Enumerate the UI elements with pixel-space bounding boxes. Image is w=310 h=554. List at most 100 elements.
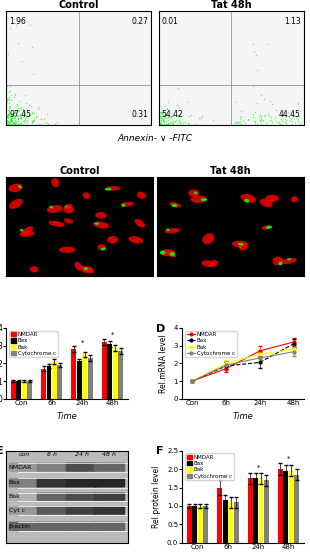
Point [251,48,256,57]
Point [7,95,12,104]
Point [6,120,11,129]
Point [24,113,29,122]
Point [158,116,163,125]
Bar [22,381,27,399]
Ellipse shape [165,228,180,233]
Point [4,111,9,120]
Ellipse shape [137,192,146,199]
Point [267,116,272,125]
Point [158,113,163,122]
Bar [278,469,283,543]
Point [17,119,22,128]
Point [10,118,15,127]
Bar [289,471,294,543]
Ellipse shape [241,194,256,203]
Point [269,112,274,121]
Text: B: B [6,177,15,187]
Bar [264,480,269,543]
FancyBboxPatch shape [9,522,40,531]
Bar [192,506,197,543]
Point [246,115,251,124]
Ellipse shape [166,228,170,231]
Point [8,115,13,124]
Point [159,109,164,117]
Point [170,119,175,128]
Ellipse shape [239,244,248,251]
Point [16,114,20,122]
Point [234,117,239,126]
Point [17,104,22,112]
Point [7,81,12,90]
Bar [52,362,57,399]
Point [15,111,20,120]
Point [16,39,21,48]
Point [21,106,26,115]
Point [156,114,161,123]
Title: Tat 48h: Tat 48h [211,1,251,11]
Point [277,119,281,127]
Point [269,100,274,109]
Point [4,111,9,120]
Point [169,110,174,119]
Ellipse shape [190,196,207,203]
Point [8,113,13,122]
Point [12,120,17,129]
Point [288,109,293,117]
Point [7,111,12,120]
Point [253,117,258,126]
Ellipse shape [105,188,112,191]
Point [6,119,11,127]
Point [9,116,14,125]
Point [160,117,165,126]
Point [274,118,279,127]
Point [44,110,49,119]
Point [30,109,35,118]
Point [171,117,176,126]
Point [7,107,11,116]
Point [16,105,21,114]
Point [255,99,259,107]
Point [168,119,173,127]
Point [278,114,283,123]
Point [19,114,24,123]
Point [10,116,15,125]
Point [261,116,266,125]
Point [162,120,166,129]
Ellipse shape [281,258,297,264]
Point [157,107,162,116]
Ellipse shape [81,266,94,273]
Title: Control: Control [59,166,100,176]
Text: 6 h: 6 h [47,453,57,458]
Point [166,120,171,129]
Ellipse shape [172,204,177,207]
Point [17,120,22,129]
Point [6,103,11,112]
Point [156,109,161,118]
Point [5,95,10,104]
Point [288,115,293,124]
Point [295,116,300,125]
Bar [107,343,112,399]
Point [271,120,276,129]
Point [159,120,164,129]
Point [177,109,182,117]
Point [37,120,42,129]
Point [241,116,246,125]
Point [11,112,16,121]
Point [264,119,269,128]
Ellipse shape [9,183,23,192]
Point [16,113,20,122]
Ellipse shape [160,250,166,255]
Point [7,120,12,129]
Point [5,110,10,119]
Text: Bax: Bax [9,480,20,485]
Point [167,113,172,122]
Point [282,115,287,124]
Point [6,112,11,121]
FancyBboxPatch shape [9,478,40,488]
Point [5,117,10,126]
Text: 1.13: 1.13 [284,17,301,26]
Point [8,117,13,126]
Point [259,112,263,121]
Text: 24 h: 24 h [74,453,89,458]
